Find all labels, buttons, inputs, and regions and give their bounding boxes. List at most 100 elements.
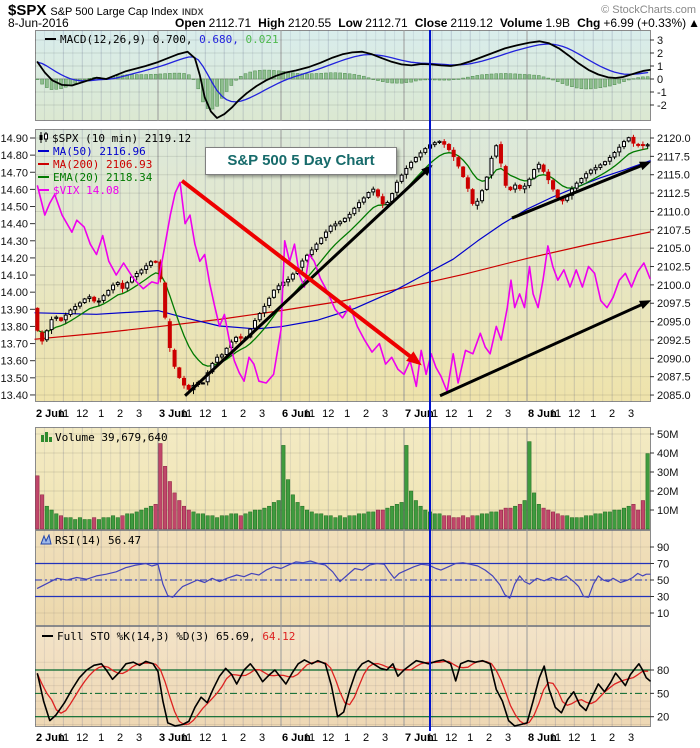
vix-swatch [38, 189, 49, 191]
right-axis: 80 50 20 [650, 665, 669, 724]
ma50-swatch [38, 150, 49, 152]
volume-value: 1.9B [545, 16, 571, 30]
axis-tick-label: 2085.0 [657, 390, 691, 402]
vertical-gridlines [43, 427, 642, 530]
axis-tick-label: 2087.5 [657, 372, 691, 384]
x-axis-hour-label: 1 [590, 732, 597, 744]
sto-legend-label: Full STO %K(14,3) %D(3) 65.69, [57, 630, 256, 643]
x-axis-hour-label: 12 [199, 732, 212, 744]
axis-tick-label: 50M [657, 429, 678, 441]
left-axis: 14.90 14.80 14.70 14.60 14.50 14.40 14.30 14.20… [0, 133, 35, 402]
x-axis-hour-label: 2 [363, 408, 370, 420]
x-axis-day-label: 3 Jun [159, 408, 188, 420]
x-axis-hour-label: 3 [259, 408, 266, 420]
x-axis-hour-label: 3 [382, 732, 389, 744]
annotation-box: S&P 500 5 Day Chart [205, 147, 397, 175]
macd-histogram [35, 69, 650, 110]
axis-tick-label: 0 [657, 74, 663, 86]
x-axis-hour-label: 3 [505, 408, 512, 420]
annotation-text: S&P 500 5 Day Chart [227, 152, 375, 169]
volume-bars-icon [40, 431, 52, 445]
ema20-swatch [38, 176, 49, 178]
axis-tick-label: 13.60 [0, 356, 28, 368]
x-axis-hour-label: 1 [467, 408, 474, 420]
volume-label: Volume [499, 16, 543, 30]
sto-d-value: 64.12 [262, 630, 296, 643]
stochastics-legend: Full STO %K(14,3) %D(3) 65.69, 64.12 [42, 630, 295, 643]
axis-tick-label: 2110.0 [657, 206, 690, 218]
x-axis-hour-label: 12 [199, 408, 212, 420]
right-axis: 50M 40M 30M 20M 10M [650, 429, 678, 517]
vix-line [36, 181, 651, 393]
axis-tick-label: 13.80 [0, 321, 28, 333]
x-axis-hour-label: 3 [628, 732, 635, 744]
axis-tick-label: 13.70 [0, 339, 28, 351]
high-value: 2120.55 [287, 16, 332, 30]
axis-tick-label: 14.70 [0, 167, 28, 179]
axis-tick-label: 13.90 [0, 304, 28, 316]
axis-tick-label: 2102.5 [657, 262, 691, 274]
x-axis-hour-label: 12 [76, 732, 89, 744]
x-axis-hour-label: 11 [303, 732, 316, 744]
x-axis-hour-label: 3 [136, 732, 143, 744]
candlestick-icon [38, 132, 49, 146]
rsi-legend: RSI(14) 56.47 [40, 533, 141, 548]
axis-tick-label: 14.30 [0, 236, 28, 248]
x-axis-hour-label: 1 [98, 732, 105, 744]
chg-value: +6.99 (+0.33%) [603, 16, 687, 30]
axis-tick-label: 50 [657, 575, 669, 587]
axis-tick-label: 14.60 [0, 184, 28, 196]
axis-tick-label: 2105.0 [657, 243, 691, 255]
x-axis-hour-label: 1 [590, 408, 597, 420]
x-axis-hour-label: 11 [180, 732, 193, 744]
x-axis-hour-label: 12 [568, 408, 581, 420]
stochastics-panel [35, 626, 651, 727]
x-axis-hour-label: 2 [117, 408, 124, 420]
x-axis-hour-label: 2 [486, 408, 493, 420]
volume-bars [35, 441, 650, 530]
ticker-name: S&P 500 Large Cap Index [50, 6, 178, 18]
macd-hist-value: 0.021 [245, 33, 279, 46]
x-axis-hour-label: 1 [344, 732, 351, 744]
axis-tick-label: -1 [657, 87, 667, 99]
x-axis-hour-label: 2 [486, 732, 493, 744]
axis-tick-label: 2115.0 [657, 170, 690, 182]
close-label: Close [414, 16, 448, 30]
candles-layer [35, 134, 650, 395]
quote-row: 8-Jun-2016 Open 2112.71 High 2120.55 Low 2112… [8, 16, 700, 30]
x-axis-hour-label: 2 [363, 732, 370, 744]
macd-legend: MACD(12,26,9) 0.700, 0.680, 0.021 [45, 33, 279, 46]
x-axis-hour-label: 12 [322, 408, 335, 420]
x-axis-hour-label: 2 [609, 732, 616, 744]
axis-tick-label: 20 [657, 712, 669, 724]
axis-tick-label: 2090.0 [657, 353, 691, 365]
copyright-link[interactable]: © StockCharts.com [601, 4, 696, 16]
high-label: High [258, 16, 285, 30]
ma200-swatch [38, 163, 49, 165]
axis-tick-label: 14.40 [0, 219, 28, 231]
macd-value: 0.700, [152, 33, 193, 46]
axis-tick-label: 50 [657, 688, 669, 700]
axis-tick-label: 30M [657, 467, 678, 479]
axis-tick-label: 2 [657, 48, 663, 60]
axis-tick-label: 2117.5 [657, 151, 690, 163]
chg-label: Chg [577, 16, 601, 30]
macd-hgrid [35, 39, 650, 106]
axis-tick-label: 90 [657, 542, 669, 554]
axis-tick-label: 1 [657, 61, 663, 73]
low-value: 2112.71 [365, 16, 408, 30]
ema20-legend-label: EMA(20) 2118.34 [53, 171, 153, 184]
x-axis-day-label: 6 Jun [282, 408, 311, 420]
open-value: 2112.71 [208, 16, 252, 30]
x-axis-hour-label: 2 [609, 408, 616, 420]
low-label: Low [338, 16, 363, 30]
axis-tick-label: 14.90 [0, 133, 28, 145]
x-axis-day-label: 8 Jun [528, 408, 557, 420]
x-axis-hour-label: 3 [136, 408, 143, 420]
sto-k-line [36, 659, 651, 727]
x-axis-labels-middle: 2 Jun 11 12 1 2 3 3 Jun 11 12 1 2 3 6 Jun 11 12 1 2 3 7 Ju… [0, 403, 700, 427]
axis-tick-label: 14.00 [0, 287, 28, 299]
x-axis-labels-bottom: 2 Jun 11 12 1 2 3 3 Jun 11 12 1 2 3 6 Jun 11 12 1 2 3 7 Ju… [0, 727, 700, 748]
ticker-symbol: $SPX [8, 2, 47, 19]
